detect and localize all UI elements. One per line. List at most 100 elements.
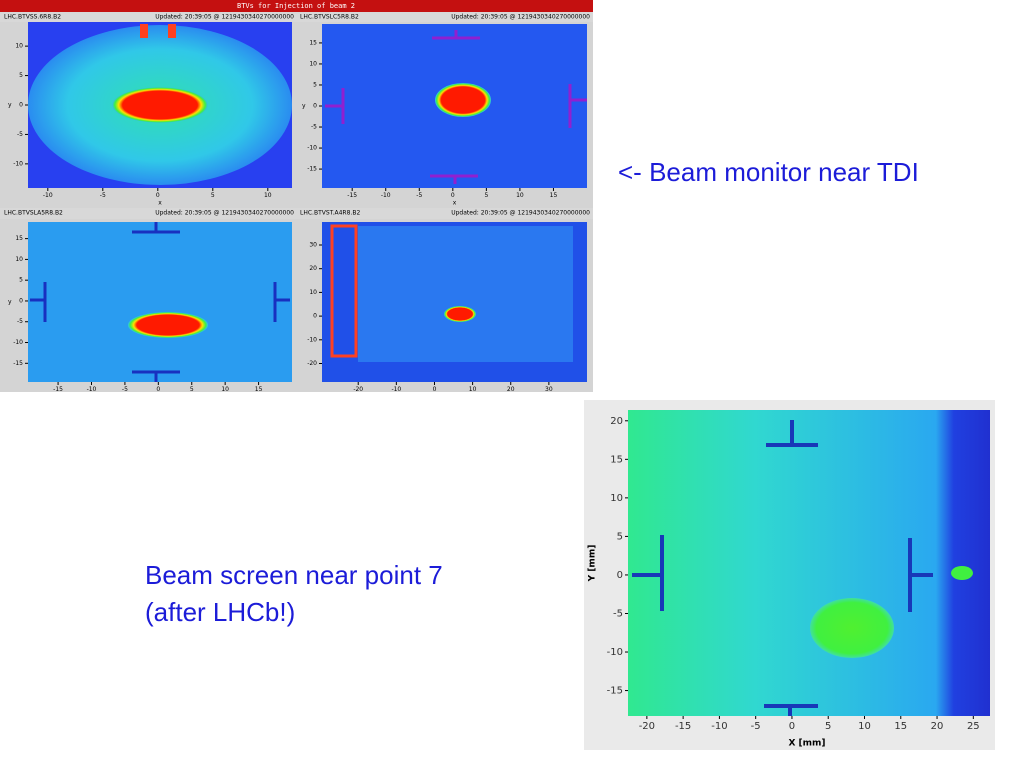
x-axis-label: X [mm] <box>788 739 825 749</box>
y-tick-label: 15 <box>15 235 23 242</box>
frame-glow <box>330 224 358 358</box>
y-tick-label: -10 <box>307 336 317 343</box>
caption: Beam screen near point 7 <box>145 560 443 590</box>
x-tick-label: -10 <box>711 721 727 732</box>
title-bar <box>0 0 593 12</box>
beam-spot <box>810 598 894 658</box>
y-tick-label: 10 <box>15 43 23 50</box>
x-tick-label: 10 <box>516 192 524 199</box>
y-tick-label: 15 <box>610 454 623 465</box>
panel-name: LHC.BTVSLC5R8.B2 <box>300 14 359 21</box>
y-axis-label: y <box>8 102 12 109</box>
beam-spot <box>444 306 476 322</box>
beam-spot <box>112 87 208 123</box>
x-tick-label: -10 <box>381 192 391 199</box>
y-tick-label: 15 <box>309 39 317 46</box>
x-tick-label: -5 <box>122 386 128 393</box>
x-tick-label: -20 <box>353 386 363 393</box>
y-tick-label: 5 <box>19 72 23 79</box>
y-tick-label: -5 <box>311 124 317 131</box>
y-tick-label: 20 <box>610 416 623 427</box>
y-tick-label: 5 <box>19 277 23 284</box>
x-tick-label: 20 <box>931 721 944 732</box>
x-tick-label: 15 <box>894 721 907 732</box>
x-tick-label: 15 <box>550 192 558 199</box>
caption: (after LHCb!) <box>145 597 295 627</box>
y-tick-label: 10 <box>309 60 317 67</box>
panel-name: LHC.BTVSS.6R8.B2 <box>4 14 61 21</box>
x-axis-label: x <box>158 200 162 207</box>
x-tick-label: -20 <box>639 721 655 732</box>
x-tick-label: 0 <box>451 192 455 199</box>
x-tick-label: -10 <box>391 386 401 393</box>
y-axis-label: y <box>302 103 306 110</box>
window-title: BTVs for Injection of beam 2 <box>237 2 355 10</box>
x-axis-label: x <box>453 200 457 207</box>
caption: <- Beam monitor near TDI <box>618 157 919 187</box>
y-tick-label: 10 <box>309 289 317 296</box>
x-tick-label: -15 <box>347 192 357 199</box>
x-tick-label: 5 <box>484 192 488 199</box>
y-tick-label: -10 <box>307 145 317 152</box>
x-tick-label: 5 <box>211 192 215 199</box>
x-tick-label: 5 <box>825 721 831 732</box>
x-tick-label: 0 <box>156 192 160 199</box>
panel-updated: Updated: 20:39:05 @ 1219430340270000000 <box>155 14 294 21</box>
y-tick-label: 0 <box>617 570 623 581</box>
panel-updated: Updated: 20:39:05 @ 1219430340270000000 <box>451 14 590 21</box>
y-tick-label: -10 <box>607 647 623 658</box>
panel-headers <box>0 12 593 22</box>
y-tick-label: 30 <box>309 241 317 248</box>
y-tick-label: -10 <box>13 339 23 346</box>
x-tick-label: 0 <box>433 386 437 393</box>
y-tick-label: -15 <box>607 686 623 697</box>
secondary-spot <box>951 566 973 580</box>
panel-name: LHC.BTVSLA5R8.B2 <box>4 210 63 217</box>
x-tick-label: -15 <box>53 386 63 393</box>
screen-area <box>358 226 573 362</box>
x-tick-label: 15 <box>255 386 263 393</box>
marker <box>30 222 290 382</box>
x-tick-label: 5 <box>190 386 194 393</box>
y-axis-label: y <box>8 299 12 306</box>
marker <box>325 30 587 184</box>
y-axis-label: Y [mm] <box>588 545 598 583</box>
y-tick-label: 20 <box>309 265 317 272</box>
x-tick-label: -10 <box>87 386 97 393</box>
y-tick-label: 0 <box>19 102 23 109</box>
y-tick-label: 0 <box>313 103 317 110</box>
y-tick-label: -10 <box>13 160 23 167</box>
panel-headers <box>0 208 593 219</box>
panel-updated: Updated: 20:39:05 @ 1219430340270000000 <box>451 210 590 217</box>
hot-spot <box>140 24 148 38</box>
y-tick-label: -5 <box>17 318 23 325</box>
beam-spot <box>435 83 491 117</box>
btv-window: BTVs for Injection of beam 2 <box>0 0 593 392</box>
image-bg <box>28 222 292 382</box>
x-tick-label: -15 <box>675 721 691 732</box>
x-tick-label: 20 <box>507 386 515 393</box>
panel-name: LHC.BTVST.A4R8.B2 <box>300 210 360 217</box>
x-tick-label: 10 <box>469 386 477 393</box>
y-tick-label: -15 <box>307 166 317 173</box>
y-tick-label: 10 <box>15 256 23 263</box>
y-tick-label: -5 <box>17 131 23 138</box>
x-tick-label: -10 <box>43 192 53 199</box>
x-tick-label: -5 <box>416 192 422 199</box>
y-tick-label: -5 <box>613 608 623 619</box>
x-tick-label: 10 <box>858 721 871 732</box>
x-tick-label: 30 <box>545 386 553 393</box>
hot-spot <box>168 24 176 38</box>
y-tick-label: 5 <box>313 81 317 88</box>
y-tick-label: 0 <box>313 313 317 320</box>
x-tick-label: 10 <box>221 386 229 393</box>
y-tick-label: -20 <box>307 360 317 367</box>
x-tick-label: 0 <box>156 386 160 393</box>
screen-image <box>628 410 990 716</box>
x-tick-label: 0 <box>789 721 795 732</box>
y-tick-label: 0 <box>19 297 23 304</box>
y-tick-label: -15 <box>13 360 23 367</box>
x-tick-label: 25 <box>967 721 980 732</box>
beam-spot <box>128 312 208 338</box>
